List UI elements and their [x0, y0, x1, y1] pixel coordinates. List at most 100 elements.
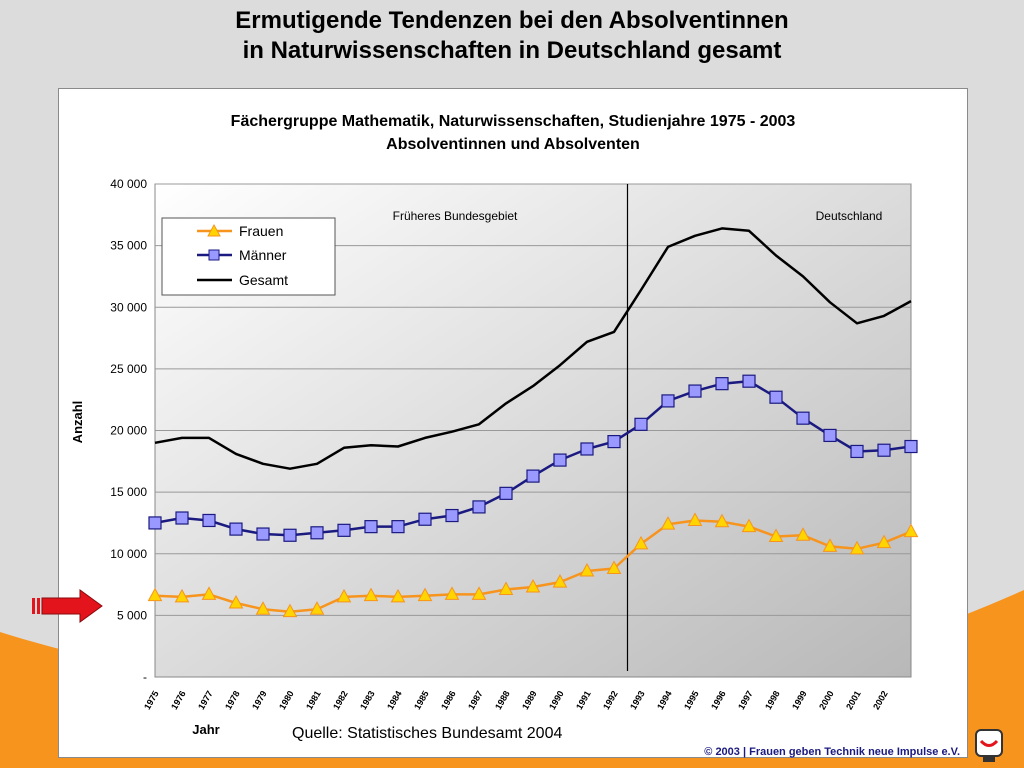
y-tick-label: 30 000 — [110, 300, 147, 314]
x-tick-label: 2000 — [817, 689, 836, 711]
y-axis-label: Anzahl — [70, 401, 85, 444]
frauen-point — [228, 595, 244, 609]
maenner-point — [607, 434, 621, 449]
maenner-point — [526, 469, 540, 483]
maenner-point — [742, 374, 756, 388]
y-tick-label: 5 000 — [117, 608, 147, 622]
region-label-west: Früheres Bundesgebiet — [393, 209, 518, 223]
maenner-point — [823, 428, 837, 443]
x-tick-label: 1976 — [169, 689, 188, 711]
maenner-point — [337, 523, 351, 537]
maenner-point — [418, 512, 432, 526]
x-tick-label: 1995 — [682, 689, 701, 711]
x-axis-label: Jahr — [192, 722, 219, 737]
y-tick-label: 25 000 — [110, 362, 147, 376]
maenner-point — [499, 486, 513, 500]
x-axis-ticks: 1975 1976 1977 1978 1979 1980 1981 1982 1983 1984… — [142, 689, 890, 711]
frauen-point — [471, 586, 487, 600]
x-tick-label: 1996 — [709, 689, 728, 711]
y-tick-label: 20 000 — [110, 424, 147, 438]
maenner-point — [580, 442, 594, 456]
y-tick-label: - — [143, 670, 147, 684]
frauen-point — [498, 581, 514, 595]
x-tick-label: 1993 — [628, 689, 647, 711]
frauen-point — [849, 540, 865, 555]
maenner-point — [688, 384, 702, 398]
x-tick-label: 1979 — [250, 689, 269, 711]
frauen-point — [687, 512, 703, 526]
maenner-point — [769, 390, 783, 404]
x-tick-label: 1983 — [358, 689, 377, 711]
maenner-point — [364, 520, 378, 534]
x-tick-label: 1990 — [547, 689, 566, 711]
maenner-point — [445, 508, 459, 523]
x-tick-label: 1994 — [655, 689, 674, 711]
maenner-point — [796, 411, 810, 425]
chart-frame: Fächergruppe Mathematik, Naturwissenscha… — [58, 88, 968, 758]
x-tick-label: 1984 — [385, 689, 404, 711]
legend-frauen-marker — [207, 223, 221, 237]
copyright-footer: © 2003 | Frauen geben Technik neue Impul… — [704, 746, 960, 758]
maenner-point — [661, 394, 675, 408]
red-arrow-icon — [32, 589, 103, 623]
legend: Frauen Männer Gesamt — [161, 217, 336, 296]
y-tick-label: 40 000 — [110, 177, 147, 191]
frauen-point — [174, 588, 190, 603]
maenner-point — [175, 511, 189, 525]
source-note: Quelle: Statistisches Bundesamt 2004 — [292, 725, 563, 742]
legend-frauen-label: Frauen — [239, 223, 283, 239]
legend-maenner-marker — [208, 249, 220, 261]
frauen-point — [444, 586, 460, 600]
maenner-point — [850, 444, 864, 459]
x-tick-label: 1977 — [196, 689, 215, 711]
maenner-point — [148, 516, 162, 530]
x-tick-label: 1999 — [790, 689, 809, 711]
maenner-point — [634, 417, 648, 431]
frauen-point — [822, 538, 838, 552]
x-tick-label: 1998 — [763, 689, 782, 711]
maenner-point — [553, 453, 567, 467]
maenner-point — [877, 443, 891, 457]
frauen-point — [147, 587, 163, 602]
frauen-point — [876, 534, 892, 549]
series-group — [147, 227, 919, 618]
frauen-point — [633, 535, 649, 550]
frauen-point — [660, 516, 676, 530]
chart-title-line2: Absolventinnen und Absolventen — [386, 136, 640, 153]
frauen-point — [903, 523, 919, 538]
x-tick-label: 1997 — [736, 689, 755, 711]
frauen-point — [255, 601, 271, 615]
x-tick-label: 1980 — [277, 689, 296, 711]
x-tick-label: 1986 — [439, 689, 458, 711]
x-tick-label: 1992 — [601, 689, 620, 711]
x-tick-label: 1988 — [493, 689, 512, 711]
y-axis-ticks: - 5 000 10 000 15 000 20 000 25 000 30 000 35 0… — [110, 177, 147, 684]
slide-title-line1: Ermutigende Tendenzen bei den Absolventi… — [235, 7, 789, 34]
line-chart: Fächergruppe Mathematik, Naturwissenscha… — [70, 113, 919, 737]
maenner-point — [229, 522, 243, 536]
series-line-gesamt — [154, 227, 912, 470]
maenner-point — [202, 513, 216, 528]
maenner-point — [256, 527, 270, 541]
maenner-point — [391, 520, 405, 534]
y-tick-label: 10 000 — [110, 547, 147, 561]
chart-title-line1: Fächergruppe Mathematik, Naturwissenscha… — [231, 113, 796, 130]
frauen-point — [309, 601, 325, 615]
frauen-point — [525, 578, 541, 593]
x-tick-label: 1981 — [304, 689, 323, 711]
frauen-point — [606, 560, 622, 575]
frauen-point — [795, 527, 811, 541]
maenner-point — [283, 528, 297, 542]
x-tick-label: 1978 — [223, 689, 242, 711]
x-tick-label: 1982 — [331, 689, 350, 711]
region-label-germany: Deutschland — [816, 209, 883, 223]
x-tick-label: 1975 — [142, 689, 161, 711]
frauen-point — [417, 587, 433, 602]
legend-maenner-label: Männer — [239, 247, 287, 263]
maenner-point — [472, 500, 486, 514]
slide-title: Ermutigende Tendenzen bei den Absolventi… — [0, 6, 1024, 66]
x-tick-label: 1987 — [466, 689, 485, 711]
x-tick-label: 1989 — [520, 689, 539, 711]
maenner-point — [310, 526, 324, 540]
maenner-point — [715, 377, 729, 391]
